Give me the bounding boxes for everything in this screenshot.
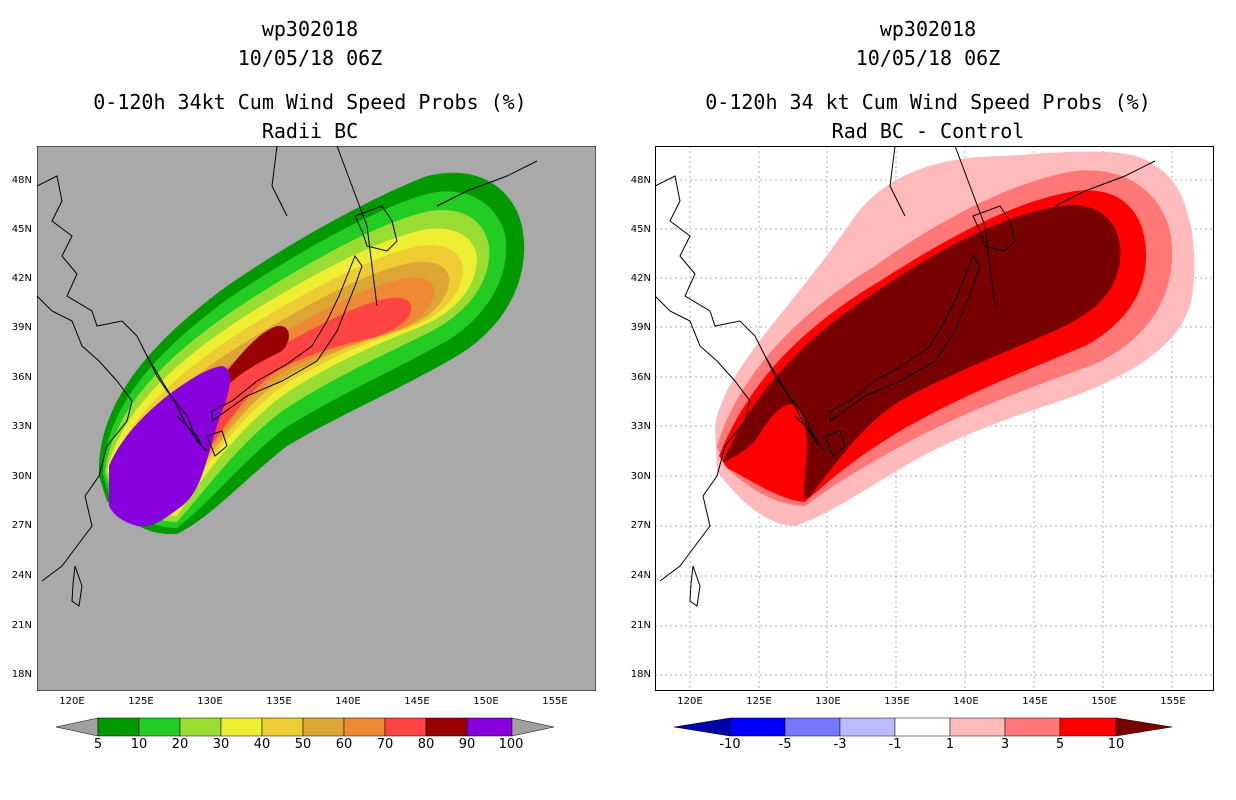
left-colorbar-label: 40 [253, 737, 271, 752]
right-coastlines [655, 146, 1156, 607]
right-lat-label: 39N [630, 322, 651, 333]
left-datetime: 10/05/18 06Z [237, 46, 383, 70]
left-lon-label: 155E [542, 696, 568, 707]
left-colorbar [56, 717, 555, 737]
right-lat-label: 33N [630, 421, 651, 432]
right-colorbar-label: 1 [945, 737, 955, 752]
right-frame [655, 146, 1214, 691]
left-colorbar-swatch [261, 717, 304, 737]
left-lon-label: 150E [473, 696, 499, 707]
right-colorbar-swatch [839, 717, 896, 737]
left-colorbar-label: 90 [458, 737, 476, 752]
right-colorbar-label: -3 [833, 737, 847, 752]
right-colorbar-swatch [1004, 717, 1061, 737]
right-colorbar-swatch [729, 717, 786, 737]
left-colorbar-high-arrow [511, 717, 555, 737]
right-difference-map [655, 146, 1214, 691]
left-storm-id: wp302018 [261, 17, 359, 41]
right-datetime: 10/05/18 06Z [855, 46, 1001, 70]
left-colorbar-low-arrow [56, 717, 99, 737]
right-colorbar-swatch [1059, 717, 1117, 737]
right-storm-id: wp302018 [879, 17, 977, 41]
left-colorbar-swatch [138, 717, 181, 737]
left-lat-label: 36N [11, 372, 32, 383]
right-subtitle: Rad BC - Control [831, 119, 1025, 143]
left-lon-label: 120E [59, 696, 85, 707]
right-title: 0-120h 34 kt Cum Wind Speed Probs (%) [705, 90, 1151, 114]
left-probability-map [37, 146, 596, 691]
left-lat-label: 33N [11, 421, 32, 432]
right-lon-label: 150E [1091, 696, 1117, 707]
left-lon-label: 125E [128, 696, 154, 707]
left-lat-label: 30N [11, 471, 32, 482]
left-colorbar-swatch [425, 717, 468, 737]
right-colorbar-swatch [949, 717, 1006, 737]
left-lat-label: 18N [11, 669, 32, 680]
right-colorbar-label: 5 [1055, 737, 1065, 752]
right-colorbar-high-arrow [1115, 717, 1173, 737]
right-lon-label: 130E [815, 696, 841, 707]
left-colorbar-label: 20 [171, 737, 189, 752]
right-colorbar-swatch [894, 717, 951, 737]
right-lat-label: 18N [630, 669, 651, 680]
right-colorbar-label: -5 [778, 737, 792, 752]
right-colorbar-label: 3 [1000, 737, 1010, 752]
right-lat-label: 24N [630, 570, 651, 581]
right-lon-label: 125E [746, 696, 772, 707]
left-colorbar-label: 60 [335, 737, 353, 752]
left-colorbar-label: 5 [93, 737, 103, 752]
right-colorbar-swatch [784, 717, 841, 737]
right-lat-label: 30N [630, 471, 651, 482]
left-colorbar-label: 100 [498, 737, 524, 752]
right-colorbar-label: 10 [1107, 737, 1125, 752]
left-colorbar-label: 30 [212, 737, 230, 752]
right-colorbar-label: -1 [888, 737, 902, 752]
right-lon-label: 155E [1160, 696, 1186, 707]
right-lon-label: 145E [1022, 696, 1048, 707]
left-lat-label: 39N [11, 322, 32, 333]
left-colorbar-label: 70 [376, 737, 394, 752]
right-lat-label: 27N [630, 520, 651, 531]
left-colorbar-swatch [302, 717, 345, 737]
left-coastlines [37, 146, 538, 607]
left-contour-90 [109, 366, 230, 527]
right-lat-label: 21N [630, 620, 651, 631]
left-probability-contours [98, 172, 525, 535]
left-title: 0-120h 34kt Cum Wind Speed Probs (%) [93, 90, 527, 114]
right-colorbar-low-arrow [674, 717, 731, 737]
right-lon-label: 140E [953, 696, 979, 707]
right-lat-label: 48N [630, 175, 651, 186]
left-colorbar-label: 80 [417, 737, 435, 752]
left-colorbar-swatch [343, 717, 386, 737]
right-lon-label: 120E [677, 696, 703, 707]
right-lat-label: 36N [630, 372, 651, 383]
left-colorbar-label: 50 [294, 737, 312, 752]
right-lon-label: 135E [884, 696, 910, 707]
left-colorbar-swatch [179, 717, 222, 737]
right-colorbar-label: -10 [719, 737, 741, 752]
left-lat-label: 42N [11, 273, 32, 284]
left-lon-label: 135E [266, 696, 292, 707]
left-colorbar-swatch [97, 717, 140, 737]
right-lat-label: 42N [630, 273, 651, 284]
left-lat-label: 48N [11, 175, 32, 186]
left-lon-label: 130E [197, 696, 223, 707]
left-lat-label: 45N [11, 224, 32, 235]
right-colorbar [674, 717, 1173, 737]
left-subtitle: Radii BC [261, 119, 359, 143]
left-lat-label: 24N [11, 570, 32, 581]
left-lon-label: 145E [404, 696, 430, 707]
right-lat-label: 45N [630, 224, 651, 235]
left-lat-label: 27N [11, 520, 32, 531]
left-colorbar-label: 10 [130, 737, 148, 752]
left-colorbar-swatch [220, 717, 263, 737]
left-colorbar-swatch [466, 717, 513, 737]
left-colorbar-swatch [384, 717, 427, 737]
left-lat-label: 21N [11, 620, 32, 631]
left-lon-label: 140E [335, 696, 361, 707]
